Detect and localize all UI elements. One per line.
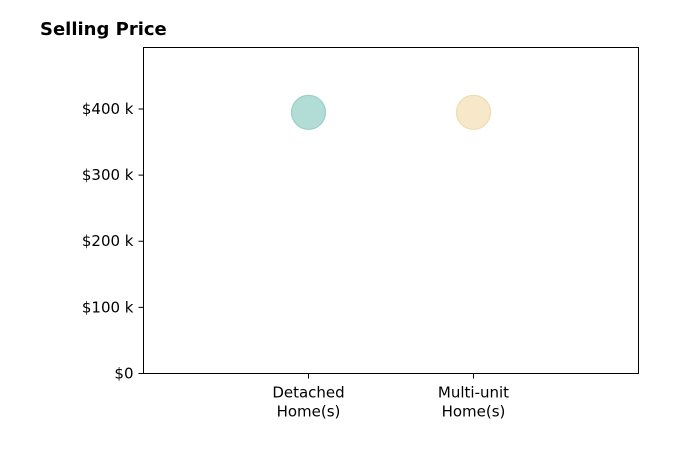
y-tick-label: $200 k xyxy=(82,232,134,250)
x-tick-label: Multi-unit Home(s) xyxy=(438,384,509,421)
y-tick-label: $300 k xyxy=(82,166,134,184)
data-point-multi-unit-homes xyxy=(455,94,492,130)
y-tick-label: $0 xyxy=(114,365,133,383)
plot-area-frame xyxy=(143,47,639,374)
data-point-detached-homes xyxy=(290,94,327,130)
x-axis: Detached Home(s) Multi-unit Home(s) xyxy=(272,373,509,421)
data-points xyxy=(290,94,492,130)
y-axis: $0 $100 k $200 k $300 k $400 k xyxy=(82,100,144,383)
y-tick-label: $400 k xyxy=(82,100,134,118)
x-tick-label: Detached Home(s) xyxy=(272,384,344,421)
chart-title: Selling Price xyxy=(40,19,167,40)
y-tick-label: $100 k xyxy=(82,298,134,316)
